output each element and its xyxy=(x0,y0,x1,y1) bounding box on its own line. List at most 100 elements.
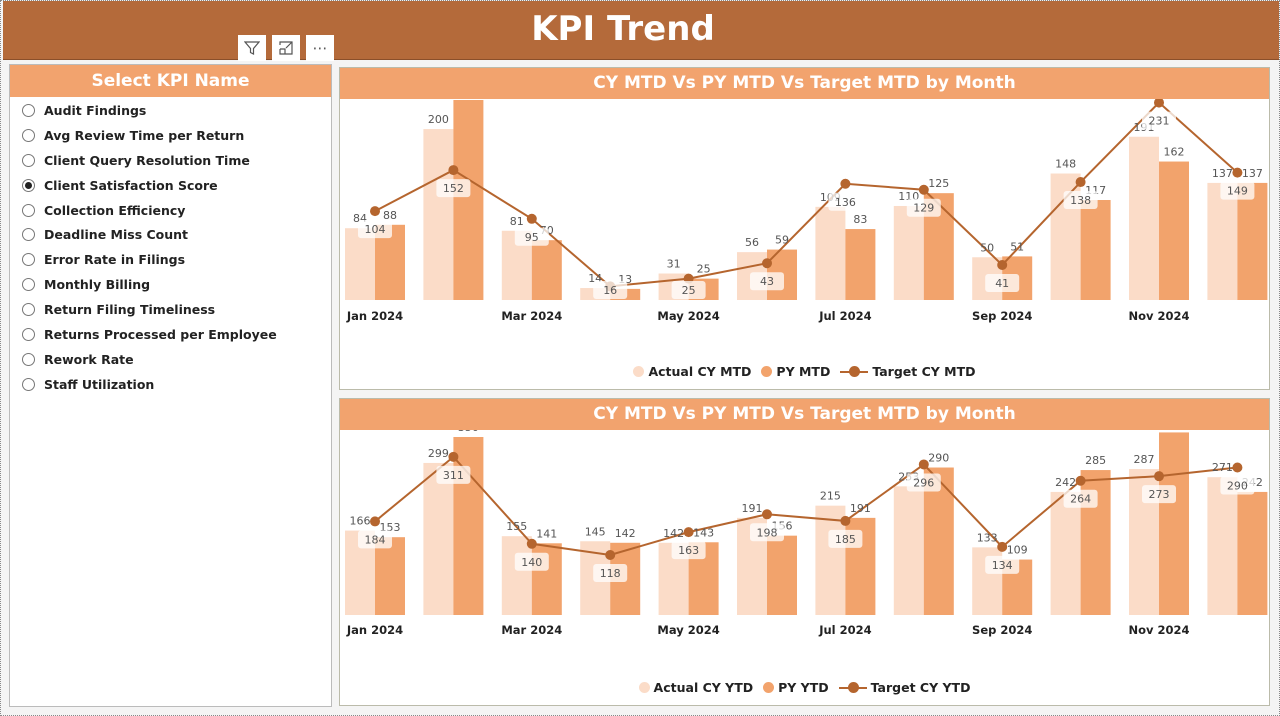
slicer-item-label: Audit Findings xyxy=(44,102,147,118)
target-data-label: 25 xyxy=(682,284,696,297)
slicer-item[interactable]: Monthly Billing xyxy=(10,272,331,297)
legend-item[interactable]: PY YTD xyxy=(763,680,829,695)
target-data-label: 264 xyxy=(1070,493,1091,506)
focus-mode-icon[interactable] xyxy=(272,35,300,61)
legend-item[interactable]: Target CY MTD xyxy=(840,364,976,379)
target-point xyxy=(526,213,537,224)
radio-button[interactable] xyxy=(22,178,35,192)
radio-button[interactable] xyxy=(22,228,35,242)
chart-title: CY MTD Vs PY MTD Vs Target MTD by Month xyxy=(340,68,1269,99)
legend-label: PY MTD xyxy=(776,364,831,379)
py-data-label: 137 xyxy=(1242,167,1263,180)
target-data-label: 134 xyxy=(992,559,1013,572)
legend-label: Target CY YTD xyxy=(870,680,971,695)
target-data-label: 129 xyxy=(913,202,934,215)
py-bar xyxy=(845,229,876,300)
actual-data-label: 166 xyxy=(350,515,371,528)
target-data-label: 95 xyxy=(525,231,539,244)
py-data-label: 109 xyxy=(1007,544,1028,557)
filter-icon[interactable] xyxy=(238,35,266,61)
target-label-box xyxy=(593,563,628,582)
target-data-label: 136 xyxy=(835,196,856,209)
legend-label: Actual CY MTD xyxy=(648,364,752,379)
actual-data-label: 200 xyxy=(428,113,449,126)
legend-item[interactable]: Actual CY YTD xyxy=(638,680,753,695)
target-data-label: 290 xyxy=(1227,480,1248,493)
target-label-box xyxy=(828,192,863,211)
slicer-item-label: Client Query Resolution Time xyxy=(44,152,250,168)
legend-item[interactable]: Actual CY MTD xyxy=(633,364,751,379)
actual-bar xyxy=(815,505,846,615)
target-data-label: 43 xyxy=(760,275,774,288)
visual-toolbar: ⋯ xyxy=(238,35,334,61)
legend-item[interactable]: Target CY YTD xyxy=(838,680,971,695)
chart-title: CY MTD Vs PY MTD Vs Target MTD by Month xyxy=(340,399,1269,430)
target-data-label: 185 xyxy=(835,533,856,546)
slicer-item-label: Monthly Billing xyxy=(44,277,151,293)
actual-bar xyxy=(893,486,924,615)
radio-button[interactable] xyxy=(22,278,35,292)
x-tick-label: Jan 2024 xyxy=(346,309,403,323)
py-data-label: 350 xyxy=(458,430,479,434)
target-point xyxy=(370,206,380,217)
actual-data-label: 155 xyxy=(506,520,527,533)
slicer-item[interactable]: Error Rate in Filings xyxy=(10,247,331,272)
py-data-label: 191 xyxy=(850,502,871,515)
actual-data-label: 271 xyxy=(1212,461,1233,474)
radio-button[interactable] xyxy=(22,153,35,167)
actual-bar xyxy=(1129,136,1159,300)
target-point xyxy=(605,549,616,560)
actual-bar xyxy=(423,462,454,615)
target-data-label: 149 xyxy=(1227,185,1248,198)
mtd-chart-plot: 8488104200234152817095141316312525565943… xyxy=(345,99,1268,323)
target-label-box xyxy=(828,529,863,548)
target-data-label: 152 xyxy=(443,182,464,195)
target-line xyxy=(374,101,1239,288)
slicer-item[interactable]: Return Filing Timeliness xyxy=(10,297,331,322)
radio-button[interactable] xyxy=(22,103,35,117)
target-label-box xyxy=(750,523,784,542)
slicer-item[interactable]: Rework Rate xyxy=(10,347,331,372)
actual-bar xyxy=(815,206,846,300)
target-label-box xyxy=(906,473,941,492)
target-point xyxy=(1232,167,1243,178)
actual-bar xyxy=(423,129,454,300)
target-data-label: 140 xyxy=(521,556,542,569)
target-point xyxy=(762,509,772,520)
target-label-box xyxy=(436,465,471,484)
x-tick-label: May 2024 xyxy=(657,623,719,637)
slicer-item[interactable]: Avg Review Time per Return xyxy=(10,123,331,148)
chart-legend: Actual CY YTD PY YTD Target CY YTD xyxy=(340,680,1269,695)
radio-button[interactable] xyxy=(22,253,35,267)
slicer-item[interactable]: Staff Utilization xyxy=(10,372,331,397)
actual-data-label: 299 xyxy=(428,447,449,460)
radio-button[interactable] xyxy=(22,128,35,142)
radio-button[interactable] xyxy=(22,327,35,341)
slicer-item[interactable]: Deadline Miss Count xyxy=(10,222,331,247)
radio-button[interactable] xyxy=(22,377,35,391)
target-data-label: 273 xyxy=(1149,488,1170,501)
slicer-item[interactable]: Client Satisfaction Score xyxy=(10,173,331,198)
slicer-item[interactable]: Returns Processed per Employee xyxy=(10,322,331,347)
py-data-label: 142 xyxy=(615,527,636,540)
py-data-label: 125 xyxy=(928,177,949,190)
target-data-label: 118 xyxy=(600,567,621,580)
target-label-box xyxy=(750,272,784,291)
target-label-box xyxy=(1220,181,1255,200)
py-data-label: 290 xyxy=(928,452,949,465)
slicer-item-label: Avg Review Time per Return xyxy=(44,127,245,143)
radio-button[interactable] xyxy=(22,303,35,317)
target-label-box xyxy=(358,530,392,549)
py-bar xyxy=(531,240,562,300)
radio-button[interactable] xyxy=(22,203,35,217)
target-data-label: 296 xyxy=(913,476,934,489)
slicer-item[interactable]: Collection Efficiency xyxy=(10,198,331,223)
radio-button[interactable] xyxy=(22,352,35,366)
py-data-label: 143 xyxy=(693,526,714,539)
slicer-item[interactable]: Client Query Resolution Time xyxy=(10,148,331,173)
slicer-item[interactable]: Audit Findings xyxy=(10,98,331,123)
more-options-icon[interactable]: ⋯ xyxy=(306,35,334,61)
legend-item[interactable]: PY MTD xyxy=(761,364,830,379)
target-point xyxy=(1232,462,1243,473)
py-bar xyxy=(1159,161,1189,300)
